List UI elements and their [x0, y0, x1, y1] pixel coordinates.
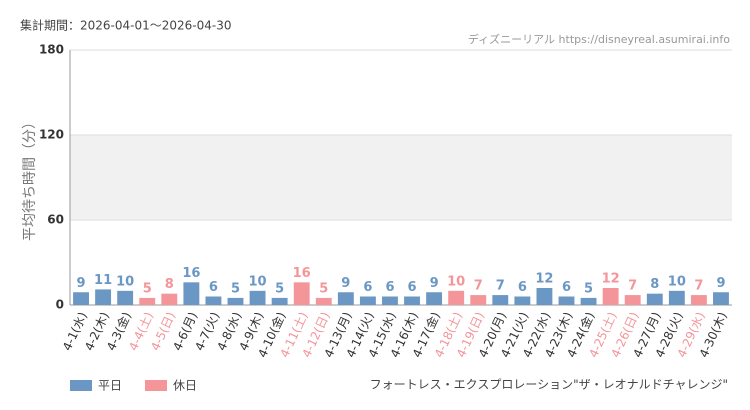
value-label: 5	[584, 281, 593, 296]
y-axis-label: 平均待ち時間（分）	[22, 115, 38, 241]
value-label: 9	[77, 276, 86, 291]
value-label: 10	[249, 274, 267, 289]
bar	[359, 296, 376, 305]
bar	[558, 296, 575, 305]
y-tick-label: 60	[47, 213, 64, 227]
bar	[293, 282, 310, 305]
footer: フォートレス・エクスプロレーション"ザ・レオナルドチャレンジ"	[370, 378, 728, 392]
y-tick-label: 120	[39, 128, 64, 142]
bar	[139, 297, 156, 305]
period: 集計期間：2026-04-01〜2026-04-30	[20, 18, 231, 33]
value-label: 7	[496, 279, 505, 294]
value-label: 6	[209, 280, 218, 295]
bar	[95, 289, 112, 305]
bar	[514, 296, 531, 305]
bar	[690, 295, 707, 305]
bar	[73, 292, 89, 305]
value-label: 12	[535, 272, 553, 287]
bar	[205, 296, 222, 305]
value-label: 16	[182, 266, 200, 281]
legend-label: 平日	[98, 379, 122, 393]
bar	[249, 290, 266, 305]
value-label: 6	[385, 280, 394, 295]
value-label: 8	[650, 277, 659, 292]
bar	[382, 296, 398, 305]
bar	[227, 297, 244, 305]
bar	[646, 293, 663, 305]
bar	[183, 282, 200, 305]
bar	[404, 296, 420, 305]
value-label: 6	[363, 280, 372, 295]
bar	[271, 297, 288, 305]
value-label: 10	[668, 274, 686, 289]
legend-swatch	[70, 380, 92, 391]
bar	[117, 290, 134, 305]
legend-swatch	[145, 380, 167, 391]
bar	[315, 297, 332, 305]
bar	[580, 297, 597, 305]
value-label: 7	[474, 279, 483, 294]
bar	[426, 292, 443, 305]
value-label: 12	[602, 272, 620, 287]
y-tick-label: 180	[39, 43, 64, 57]
bar	[470, 295, 487, 305]
bar	[713, 292, 729, 305]
value-label: 7	[628, 279, 637, 294]
value-label: 10	[116, 274, 134, 289]
bar	[448, 290, 465, 305]
legend-label: 休日	[173, 379, 197, 393]
value-label: 16	[293, 266, 311, 281]
value-label: 8	[165, 277, 174, 292]
value-label: 5	[275, 281, 284, 296]
value-label: 5	[143, 281, 152, 296]
bar	[492, 295, 509, 305]
bar	[161, 293, 178, 305]
value-label: 5	[231, 281, 240, 296]
bar	[668, 290, 685, 305]
value-label: 6	[518, 280, 527, 295]
value-label: 7	[694, 279, 703, 294]
bar	[536, 288, 553, 305]
bar	[624, 295, 641, 305]
value-label: 11	[94, 273, 112, 288]
y-tick-label: 0	[56, 298, 64, 312]
value-label: 6	[562, 280, 571, 295]
value-label: 9	[430, 276, 439, 291]
grid-band	[70, 135, 732, 220]
value-label: 10	[447, 274, 465, 289]
value-label: 6	[408, 280, 417, 295]
bar	[602, 288, 619, 305]
bar	[337, 292, 354, 305]
value-label: 9	[341, 276, 350, 291]
value-label: 5	[319, 281, 328, 296]
value-label: 9	[716, 276, 725, 291]
source: ディズニーリアル https://disneyreal.asumirai.inf…	[468, 32, 730, 46]
